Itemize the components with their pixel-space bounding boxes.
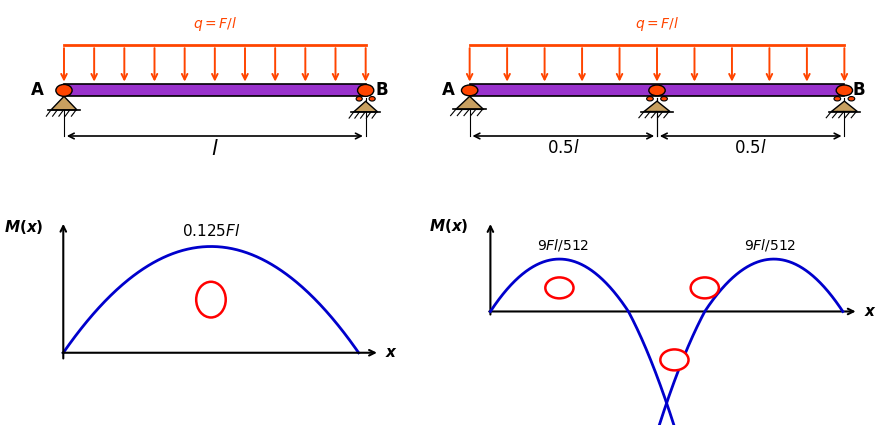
Circle shape	[847, 96, 853, 101]
Text: $\mathbf{\it{0.5l}}$: $\mathbf{\it{0.5l}}$	[733, 139, 766, 157]
Text: $9Fl/512$: $9Fl/512$	[536, 237, 589, 253]
Circle shape	[461, 85, 478, 96]
Text: A: A	[442, 81, 454, 99]
Text: $\boldsymbol{M(x)}$: $\boldsymbol{M(x)}$	[4, 218, 44, 236]
Circle shape	[659, 349, 687, 370]
Polygon shape	[644, 101, 669, 111]
Circle shape	[646, 96, 652, 101]
Text: $\mathbf{\it{0.5l}}$: $\mathbf{\it{0.5l}}$	[546, 139, 579, 157]
Circle shape	[356, 96, 362, 101]
Circle shape	[196, 282, 226, 317]
Circle shape	[369, 96, 375, 101]
Circle shape	[56, 85, 72, 96]
Text: $-$: $-$	[666, 351, 681, 369]
Text: +: +	[696, 279, 711, 297]
Circle shape	[660, 96, 666, 101]
Text: $\boldsymbol{M(x)}$: $\boldsymbol{M(x)}$	[428, 217, 468, 235]
Polygon shape	[456, 96, 483, 109]
Polygon shape	[353, 101, 378, 112]
Text: $\boldsymbol{x}$: $\boldsymbol{x}$	[863, 304, 876, 319]
FancyBboxPatch shape	[64, 85, 365, 96]
Circle shape	[357, 85, 373, 96]
Polygon shape	[831, 101, 856, 111]
Circle shape	[544, 278, 572, 298]
FancyBboxPatch shape	[469, 85, 844, 96]
Circle shape	[690, 278, 718, 298]
Text: +: +	[203, 290, 219, 309]
Circle shape	[648, 85, 665, 96]
Polygon shape	[51, 96, 77, 110]
Text: $\mathbf{\it{l}}$: $\mathbf{\it{l}}$	[211, 139, 219, 159]
Text: $q=F/l$: $q=F/l$	[192, 14, 237, 33]
Text: $q=F/l$: $q=F/l$	[634, 14, 679, 33]
Text: $9Fl/512$: $9Fl/512$	[743, 237, 795, 253]
Text: $0.125Fl$: $0.125Fl$	[182, 223, 240, 239]
Text: A: A	[31, 81, 44, 99]
Text: +: +	[551, 279, 566, 297]
Text: B: B	[852, 81, 865, 99]
Circle shape	[833, 96, 839, 101]
Text: B: B	[375, 81, 387, 99]
Text: $\boldsymbol{x}$: $\boldsymbol{x}$	[385, 345, 398, 360]
Circle shape	[835, 85, 852, 96]
